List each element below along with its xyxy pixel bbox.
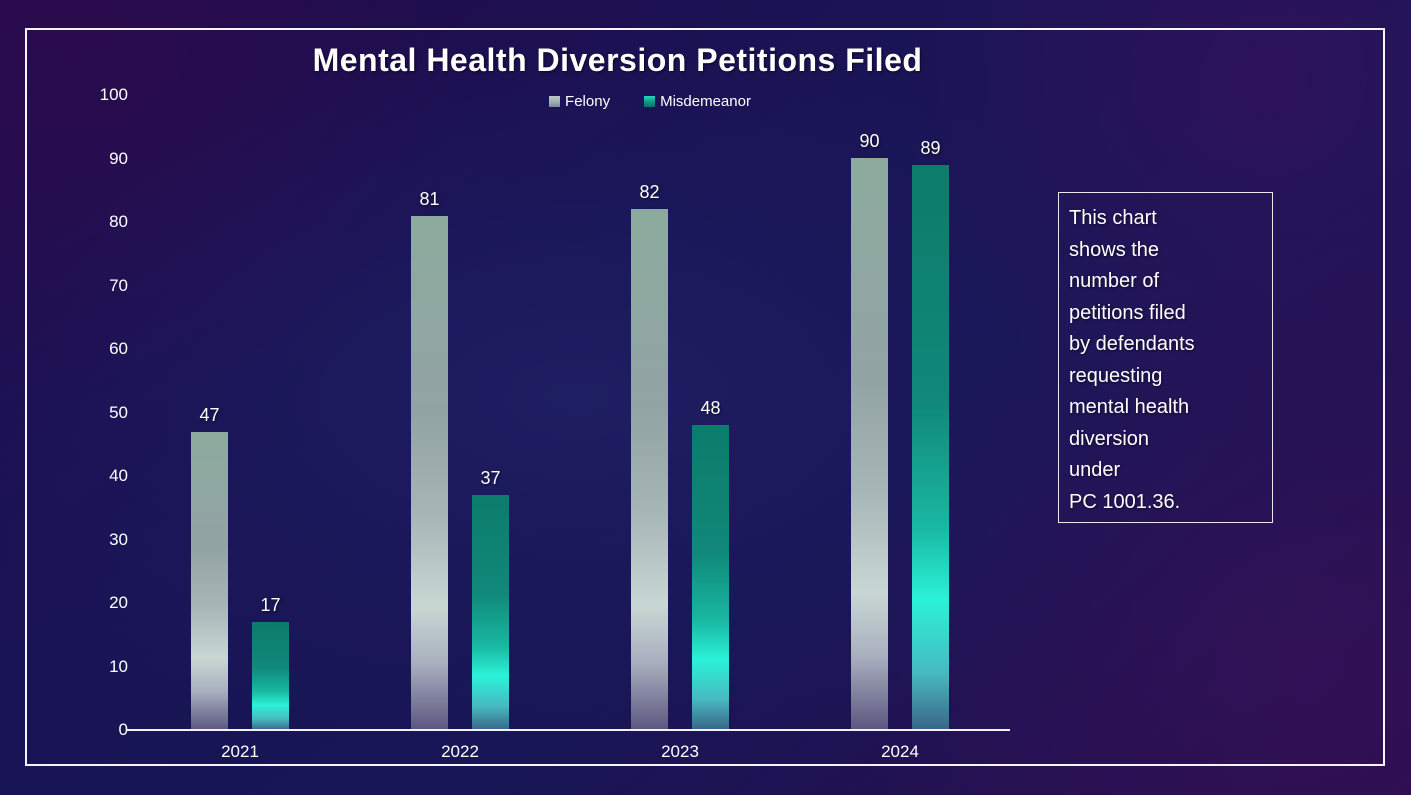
legend-item-misdemeanor: Misdemeanor <box>644 93 751 110</box>
y-axis-tick-100: 100 <box>99 85 128 104</box>
y-axis-tick-70: 70 <box>109 275 128 295</box>
y-axis-tick-60: 60 <box>109 339 128 358</box>
data-label-misdemeanor-2022: 37 <box>480 468 501 488</box>
chart-legend: Felony Misdemeanor <box>300 93 1000 110</box>
y-axis-tick-30: 30 <box>109 529 128 549</box>
x-axis-label-2023: 2023 <box>661 742 699 761</box>
data-label-felony-2024: 90 <box>859 131 880 151</box>
legend-marker-icon <box>549 96 561 107</box>
data-label-felony-2021: 47 <box>199 405 220 425</box>
y-axis-tick-0: 0 <box>118 720 128 739</box>
x-axis-label-2021: 2021 <box>221 742 259 761</box>
bar-misdemeanor-2024 <box>912 165 949 730</box>
data-label-misdemeanor-2021: 17 <box>260 595 281 615</box>
legend-label: Felony <box>565 93 611 110</box>
y-axis-tick-40: 40 <box>109 466 128 485</box>
bar-misdemeanor-2021 <box>252 622 289 730</box>
bar-felony-2022 <box>411 216 448 730</box>
x-axis-line <box>126 729 1010 731</box>
bar-misdemeanor-2022 <box>472 495 509 730</box>
legend-label: Misdemeanor <box>660 93 751 110</box>
slide-border <box>25 28 1385 766</box>
y-axis-tick-10: 10 <box>109 656 128 676</box>
bar-felony-2021 <box>191 432 228 730</box>
y-axis-tick-20: 20 <box>109 593 128 612</box>
data-label-misdemeanor-2024: 89 <box>920 138 941 158</box>
y-axis-tick-80: 80 <box>109 212 128 231</box>
x-axis-label-2022: 2022 <box>441 742 479 761</box>
y-axis-tick-90: 90 <box>109 148 128 168</box>
data-label-felony-2023: 82 <box>639 182 660 202</box>
legend-item-felony: Felony <box>549 93 610 110</box>
legend-marker-icon <box>644 96 656 107</box>
annotation-text-box: This chart shows the number of petitions… <box>1058 192 1273 523</box>
bar-misdemeanor-2023 <box>692 425 729 730</box>
x-axis-label-2024: 2024 <box>881 742 919 761</box>
bar-felony-2024 <box>851 158 888 730</box>
bar-felony-2023 <box>631 209 668 730</box>
y-axis-tick-50: 50 <box>109 402 128 422</box>
data-label-felony-2022: 81 <box>419 189 440 209</box>
chart-title: Mental Health Diversion Petitions Filed <box>312 42 923 78</box>
data-label-misdemeanor-2023: 48 <box>700 398 721 418</box>
